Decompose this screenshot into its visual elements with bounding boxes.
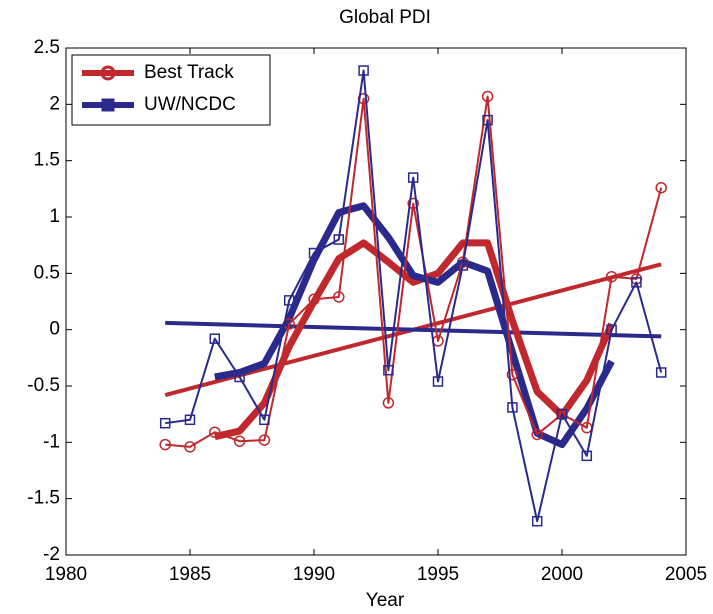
- x-tick-label: 1985: [169, 564, 211, 585]
- point: [283, 295, 295, 306]
- series-line: [165, 95, 663, 448]
- point: [333, 291, 345, 303]
- point: [655, 181, 667, 194]
- y-tick-label: -1: [43, 431, 60, 452]
- y-tick-label: -1.5: [27, 488, 60, 509]
- point: [308, 247, 320, 259]
- point: [159, 417, 171, 429]
- point: [407, 172, 419, 183]
- point: [358, 65, 369, 76]
- trend-line: [165, 320, 662, 339]
- plot-frame: [65, 47, 687, 556]
- point: [655, 367, 667, 378]
- x-tick-label: 1980: [45, 564, 87, 585]
- point: [184, 414, 196, 426]
- point: [382, 397, 395, 409]
- y-tick-label: -0.5: [27, 375, 60, 396]
- x-tick-label: 1990: [293, 564, 335, 585]
- point: [531, 428, 543, 441]
- point: [531, 515, 543, 527]
- point: [556, 408, 568, 420]
- x-tick-label: 2005: [665, 564, 707, 585]
- point: [457, 260, 469, 271]
- point: [482, 114, 493, 126]
- y-tick-label: -2: [43, 544, 60, 565]
- point: [506, 368, 519, 381]
- point: [507, 402, 518, 413]
- chart-title: Global PDI: [339, 7, 431, 28]
- y-tick-label: 0.5: [34, 262, 60, 283]
- smoothed-line: [214, 202, 615, 449]
- y-tick-label: 0: [49, 319, 60, 340]
- y-tick-label: 2: [49, 93, 60, 114]
- point: [259, 414, 270, 426]
- point: [159, 438, 171, 451]
- point: [209, 333, 221, 344]
- series-line: [165, 69, 663, 523]
- point: [233, 435, 246, 447]
- legend-label: Best Track: [144, 62, 234, 83]
- point: [581, 450, 593, 462]
- legend-label: UW/NCDC: [144, 94, 236, 115]
- x-tick-label: 1995: [417, 564, 459, 585]
- point: [209, 426, 221, 438]
- point: [407, 197, 419, 210]
- point: [184, 441, 196, 453]
- point: [481, 90, 494, 103]
- legend-marker: [100, 65, 116, 81]
- point: [631, 277, 642, 288]
- x-axis-label: Year: [366, 590, 405, 611]
- point: [383, 364, 394, 376]
- point: [333, 234, 345, 245]
- y-tick-label: 1.5: [34, 150, 60, 171]
- point: [432, 376, 444, 387]
- point: [605, 270, 618, 283]
- legend-marker: [101, 98, 115, 112]
- point: [234, 371, 245, 383]
- x-tick-label: 2000: [541, 564, 583, 585]
- point: [606, 324, 617, 335]
- y-tick-label: 1: [49, 206, 60, 227]
- y-tick-label: 2.5: [34, 37, 60, 58]
- point: [258, 434, 271, 446]
- point: [308, 293, 320, 305]
